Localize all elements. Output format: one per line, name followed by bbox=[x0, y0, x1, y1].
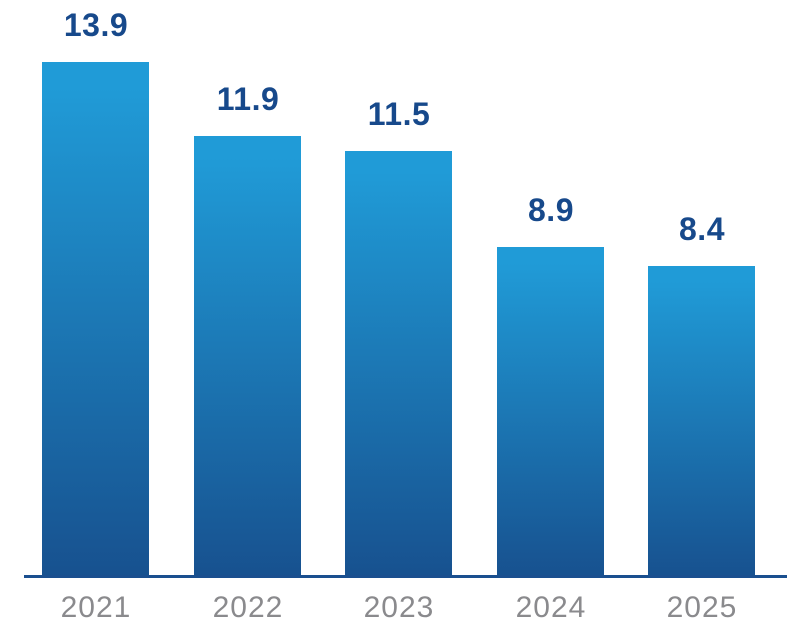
bar-2025 bbox=[648, 266, 755, 577]
x-axis-tick-2023: 2023 bbox=[363, 591, 435, 624]
x-axis-tick-2024: 2024 bbox=[515, 591, 587, 624]
value-label-2022: 11.9 bbox=[216, 81, 280, 117]
x-axis-tick-2022: 2022 bbox=[212, 591, 284, 624]
value-label-2025: 8.4 bbox=[679, 211, 725, 247]
value-label-2023: 11.5 bbox=[367, 96, 431, 132]
x-axis-tick-2025: 2025 bbox=[666, 591, 738, 624]
x-axis-tick-2021: 2021 bbox=[60, 591, 132, 624]
value-label-2024: 8.9 bbox=[528, 192, 574, 228]
bar-2022 bbox=[194, 136, 301, 577]
bar-2023 bbox=[345, 151, 452, 577]
bar-2021 bbox=[42, 62, 149, 577]
bar-2024 bbox=[497, 247, 604, 577]
x-axis-line bbox=[24, 575, 787, 578]
value-label-2021: 13.9 bbox=[63, 7, 129, 43]
